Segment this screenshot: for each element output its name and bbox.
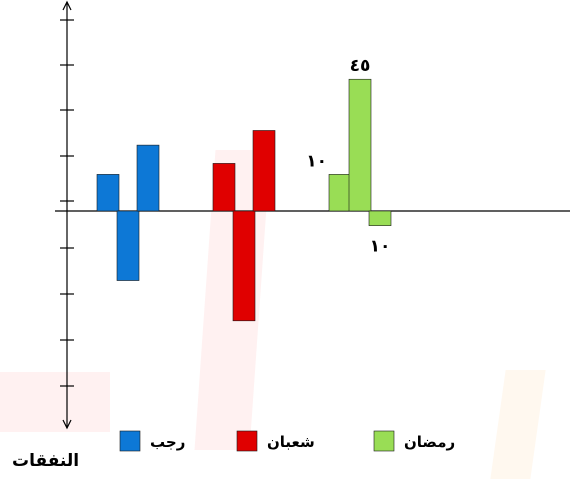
data-label: ١٠ xyxy=(306,151,327,171)
legend-label: رمضان xyxy=(404,433,455,451)
data-label: ١٠ xyxy=(370,237,391,257)
bar xyxy=(136,144,160,212)
bar xyxy=(328,174,352,212)
data-labels: ١٠ ٤٥ ١٠ xyxy=(306,56,390,256)
bar xyxy=(368,210,392,226)
bars xyxy=(96,78,392,322)
legend-label: شعبان xyxy=(267,433,315,451)
data-label: ٤٥ xyxy=(350,56,371,76)
y-axis-arrow-top xyxy=(62,0,72,11)
y-axis-arrow-bottom xyxy=(62,419,72,430)
bar xyxy=(212,163,236,212)
bar xyxy=(116,210,140,281)
watermark-shape-left xyxy=(0,372,110,432)
bar xyxy=(232,210,256,322)
legend-label: رجب xyxy=(150,433,185,451)
bar xyxy=(252,130,276,212)
bar xyxy=(96,174,120,212)
y-axis-label: النفقات xyxy=(12,451,79,471)
legend-swatch xyxy=(119,430,141,452)
legend-swatch xyxy=(236,430,258,452)
bar xyxy=(348,78,372,212)
legend: رجب شعبان رمضان xyxy=(119,430,455,452)
legend-swatch xyxy=(373,430,395,452)
